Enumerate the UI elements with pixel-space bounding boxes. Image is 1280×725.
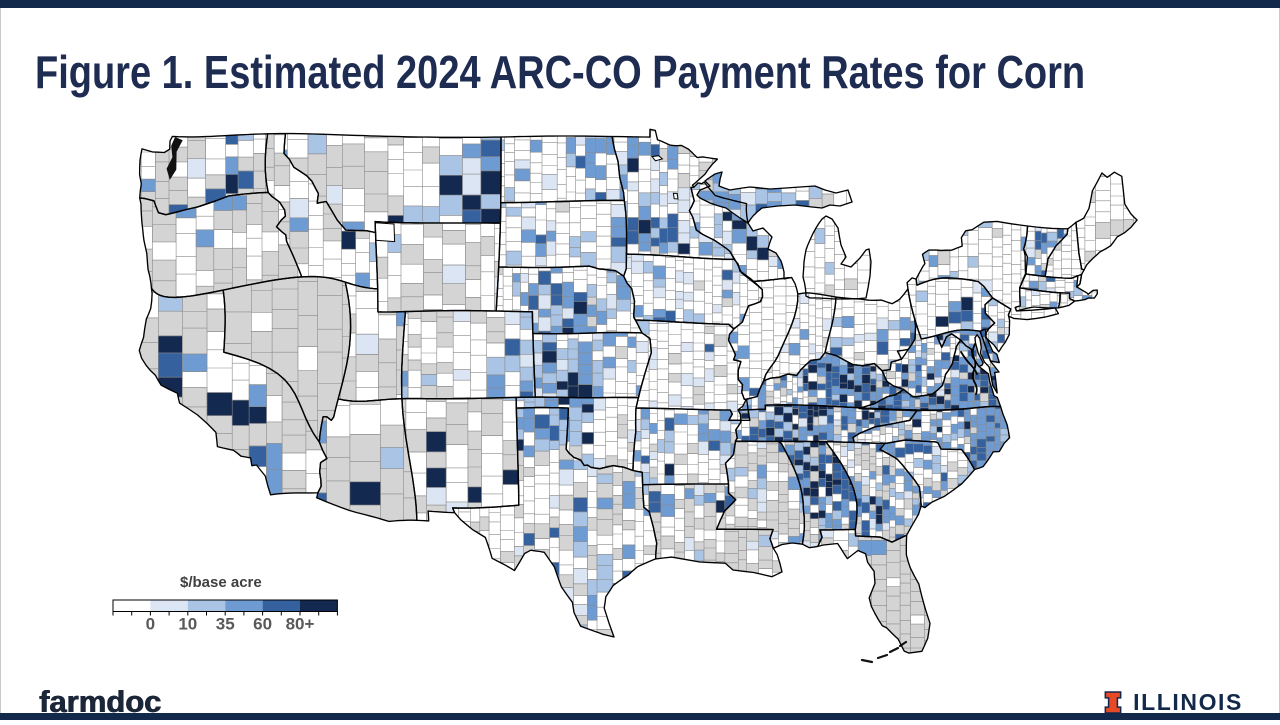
svg-text:60: 60 — [253, 615, 272, 634]
svg-text:35: 35 — [216, 615, 235, 634]
svg-text:10: 10 — [178, 615, 197, 634]
svg-text:0: 0 — [146, 615, 155, 634]
svg-text:80+: 80+ — [286, 615, 315, 634]
svg-text:$/base acre: $/base acre — [180, 574, 262, 591]
